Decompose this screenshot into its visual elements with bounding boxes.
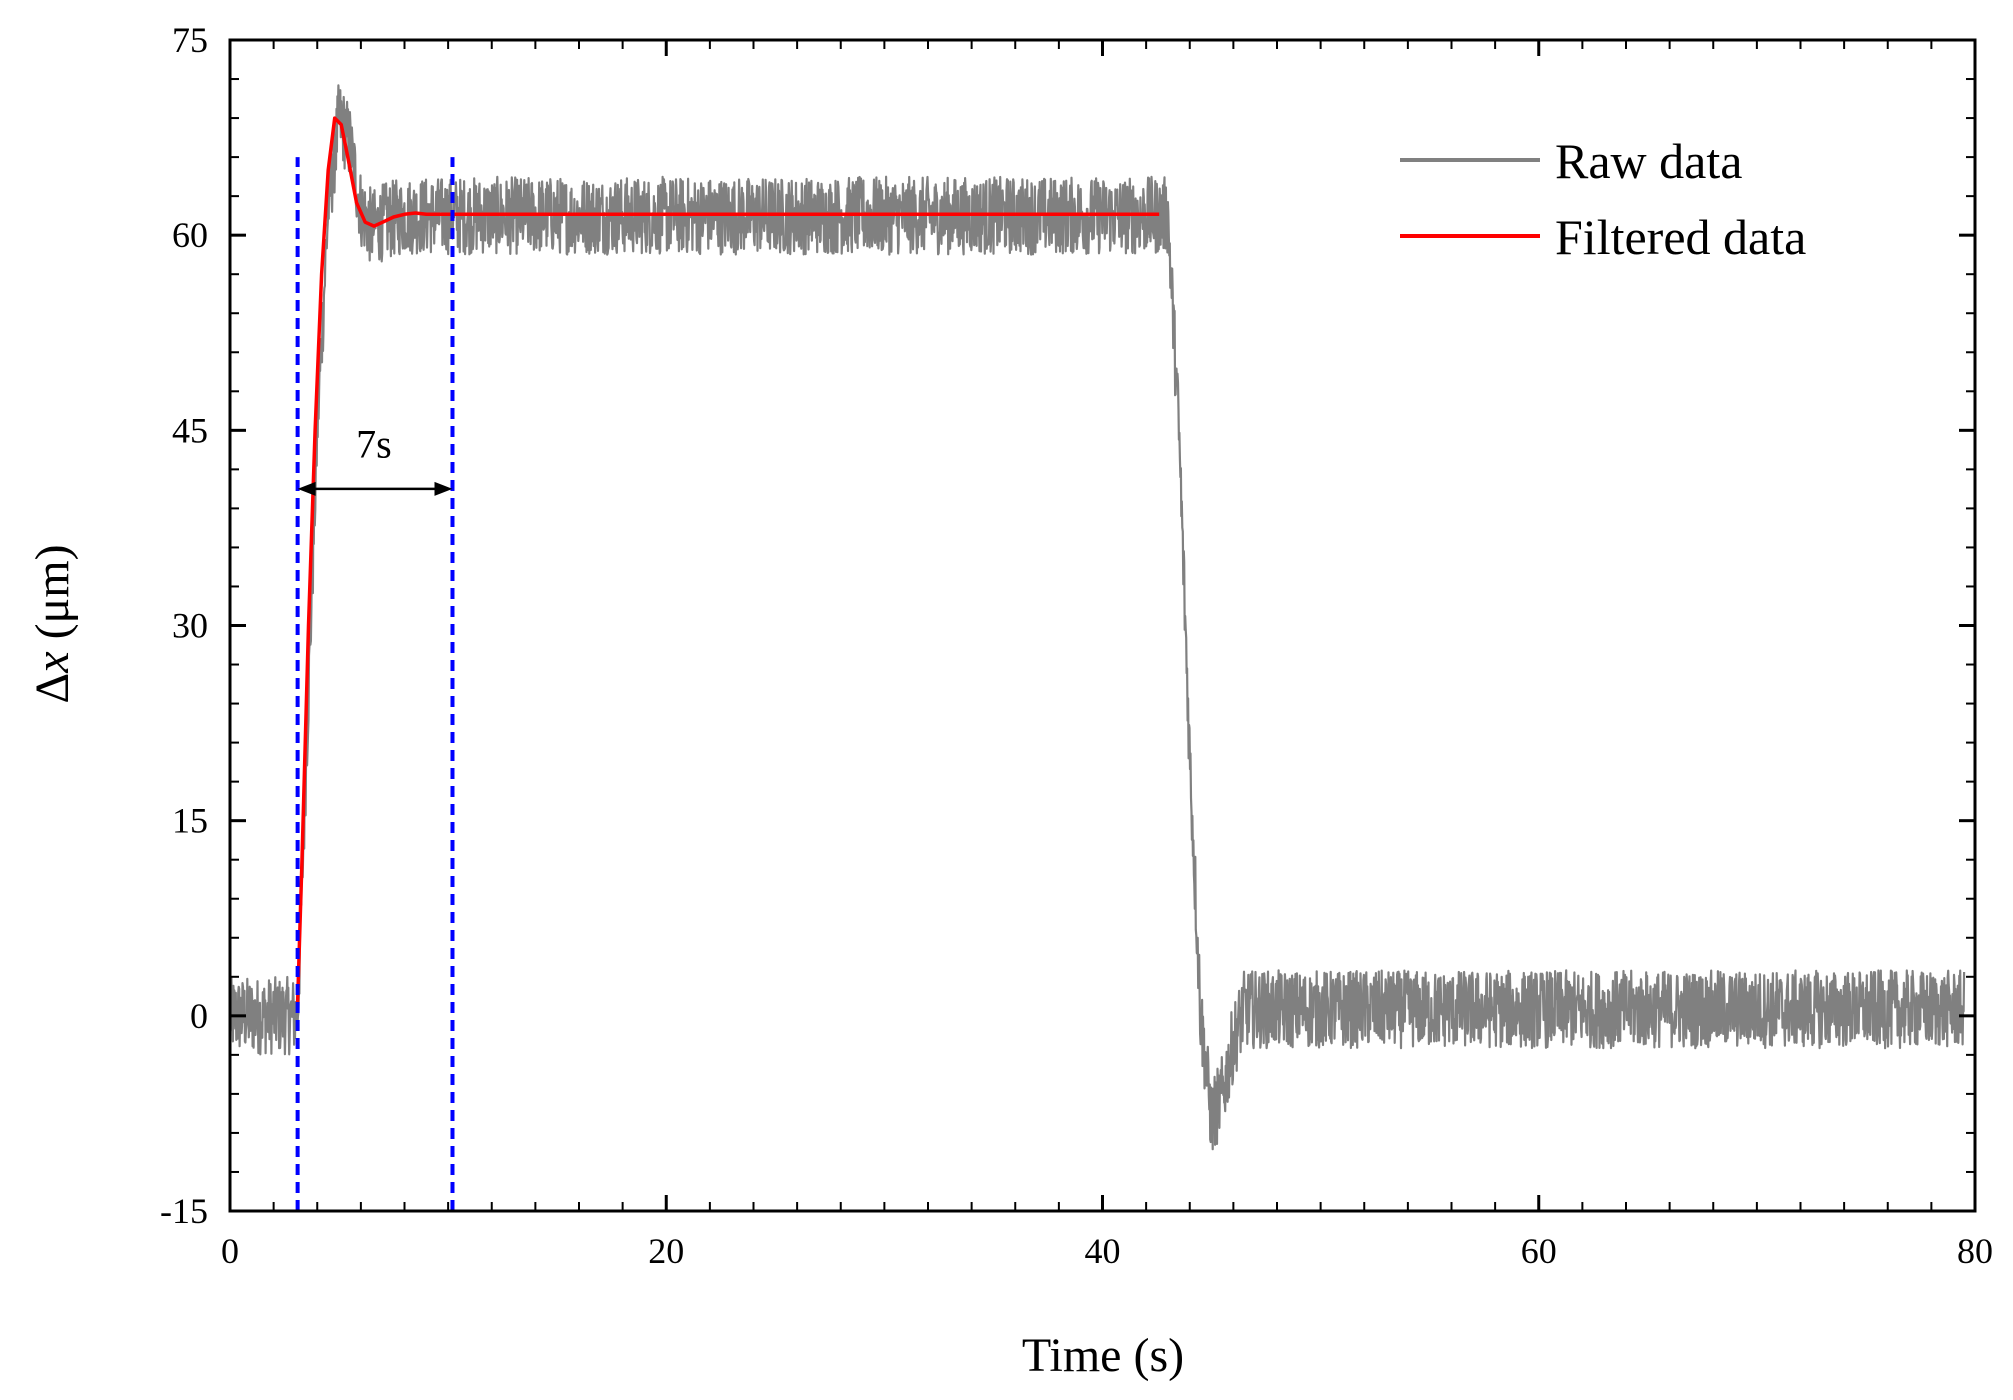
reference-lines [295,157,455,1211]
y-axis-title-variable: x [26,651,79,673]
y-axis-title-delta: Δ [26,673,79,704]
arrow-head-left [297,481,316,496]
axis-ticks: 0 20 40 60 80 -15 0 15 30 45 60 75 [160,20,1993,1271]
y-tick-label: 45 [172,410,208,450]
y-tick-label: 0 [190,996,208,1036]
x-tick-label: 0 [221,1231,239,1271]
annotation-layer: 7s [297,421,453,496]
raw-data-line [230,84,1966,1151]
legend-raw-label: Raw data [1555,133,1742,189]
y-axis-title-unit: (μm) [26,544,79,651]
y-tick-label: 60 [172,215,208,255]
y-tick-label: 30 [172,606,208,646]
y-axis-title: Δx (μm) [26,544,79,703]
seven-second-label: 7s [356,421,392,466]
x-tick-label: 40 [1085,1231,1121,1271]
filtered-data-line [295,116,1160,1003]
y-tick-label: 15 [172,801,208,841]
legend-filtered-label: Filtered data [1555,209,1806,265]
legend: Raw data Filtered data [1400,133,1806,265]
y-tick-label: -15 [160,1191,208,1231]
x-tick-label: 20 [648,1231,684,1271]
x-tick-label: 80 [1957,1231,1993,1271]
y-tick-label: 75 [172,20,208,60]
x-axis-title: Time (s) [1022,1329,1184,1382]
x-tick-label: 60 [1521,1231,1557,1271]
arrow-head-right [434,481,453,496]
series-layer [230,84,1966,1151]
